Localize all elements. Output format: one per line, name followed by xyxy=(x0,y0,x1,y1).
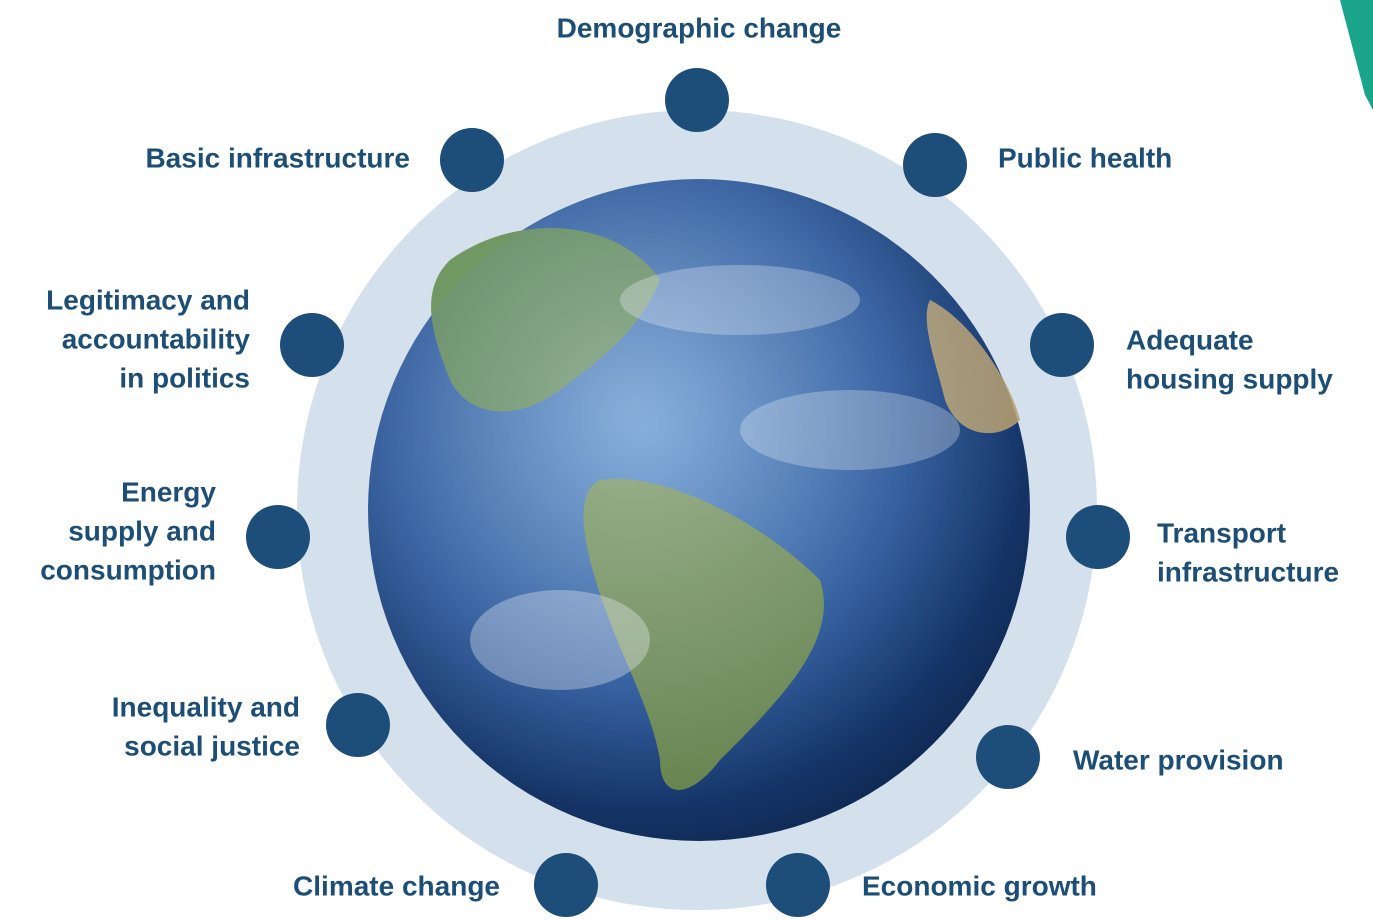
node-label: accountability xyxy=(62,323,251,354)
node-dot xyxy=(976,725,1040,789)
node-label: Climate change xyxy=(293,870,500,901)
node-dot xyxy=(665,68,729,132)
diagram: Demographic change Public health Adequate h… xyxy=(0,0,1373,920)
node-label: supply and xyxy=(68,515,216,546)
node-dot xyxy=(766,853,830,917)
node-dot xyxy=(326,693,390,757)
node-label: Transport xyxy=(1157,517,1286,548)
node-label: Inequality and xyxy=(112,691,300,722)
node-label: infrastructure xyxy=(1157,556,1339,587)
node-dot xyxy=(1030,313,1094,377)
node-dot xyxy=(1066,505,1130,569)
node-label: in politics xyxy=(119,362,250,393)
node-label: Water provision xyxy=(1073,744,1284,775)
corner-decoration xyxy=(1340,0,1373,110)
node-label: housing supply xyxy=(1126,363,1333,394)
node-label: Public health xyxy=(998,142,1172,173)
node-label: Demographic change xyxy=(557,12,842,43)
node-label: social justice xyxy=(124,730,300,761)
node-dot xyxy=(246,505,310,569)
node-dot xyxy=(280,313,344,377)
globe xyxy=(368,179,1030,841)
node-label: Energy xyxy=(121,476,216,507)
node-label: Basic infrastructure xyxy=(145,142,410,173)
node-label: consumption xyxy=(40,554,216,585)
node-label: Adequate xyxy=(1126,324,1254,355)
node-dot xyxy=(903,133,967,197)
node-label: Legitimacy and xyxy=(46,284,250,315)
node-dot xyxy=(534,853,598,917)
node-dot xyxy=(440,128,504,192)
node-label: Economic growth xyxy=(862,870,1097,901)
